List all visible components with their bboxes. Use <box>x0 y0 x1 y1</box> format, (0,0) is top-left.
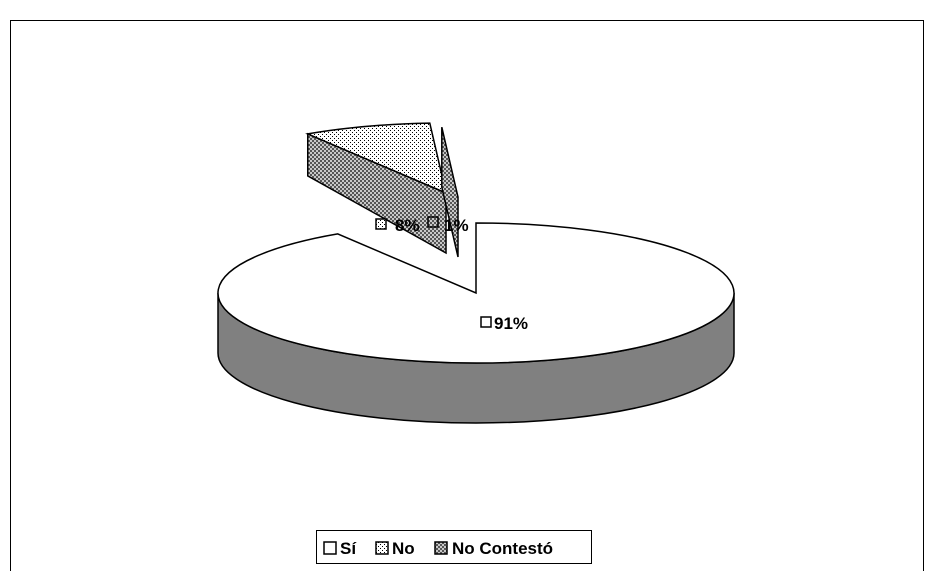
data-label-no-contesto: 1% <box>427 216 469 235</box>
legend: Sí No No Contestó <box>316 530 592 564</box>
legend-swatch-si <box>323 541 337 555</box>
legend-swatch-no <box>375 541 389 555</box>
legend-label-si: Sí <box>340 539 357 558</box>
legend-label-no-contesto: No Contestó <box>452 539 553 558</box>
legend-label-no: No <box>392 539 415 558</box>
data-label-si: 91% <box>480 314 528 333</box>
pie-slice-si <box>217 222 735 364</box>
pie-group <box>217 122 735 424</box>
legend-swatch-no-contesto <box>434 541 448 555</box>
legend-item-no-contesto: No Contestó <box>434 539 553 558</box>
legend-item-no: No <box>375 539 415 558</box>
pie-slice-no-contesto <box>441 126 459 258</box>
data-label-no-text: 8% <box>395 216 420 235</box>
data-label-no-contesto-text: 1% <box>444 216 469 235</box>
data-label-si-text: 91% <box>494 314 528 333</box>
legend-item-si: Sí <box>323 539 357 558</box>
chart-border <box>10 20 924 571</box>
pie-slice-no <box>305 122 448 195</box>
data-label-no: 8% <box>375 216 420 235</box>
